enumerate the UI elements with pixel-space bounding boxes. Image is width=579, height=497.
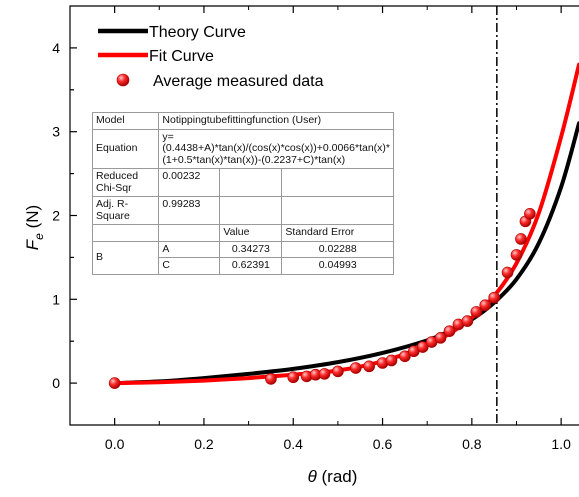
y-axis-unit: (N) — [23, 205, 42, 233]
column-header-value: Value — [220, 225, 282, 242]
data-point — [480, 300, 491, 311]
table-row: Model Notippingtubefittingfunction (User… — [93, 113, 394, 130]
data-point — [319, 368, 330, 379]
data-point — [364, 361, 375, 372]
fit-results-table: Model Notippingtubefittingfunction (User… — [92, 112, 394, 275]
legend-label: Theory Curve — [149, 24, 246, 41]
y-tick-label: 3 — [52, 124, 60, 140]
param-value: 0.62391 — [220, 258, 282, 275]
y-tick-label: 0 — [52, 375, 60, 391]
param-error: 0.04993 — [282, 258, 394, 275]
y-tick-label: 4 — [52, 40, 60, 56]
x-tick-label: 0.4 — [284, 436, 304, 452]
data-point — [265, 373, 276, 384]
param-name: A — [159, 241, 220, 258]
data-point — [109, 378, 120, 389]
data-point — [350, 363, 361, 374]
x-tick-label: 0.8 — [462, 436, 482, 452]
legend: Theory Curve Fit Curve Average measured da… — [98, 24, 324, 90]
param-group-label: B — [93, 241, 159, 274]
adj-r2-value: 0.99283 — [159, 197, 220, 225]
equation-value: y=(0.4438+A)*tan(x)/(cos(x)*cos(x))+0.00… — [159, 129, 394, 169]
data-point — [332, 366, 343, 377]
table-row: Equation y=(0.4438+A)*tan(x)/(cos(x)*cos… — [93, 129, 394, 169]
y-tick-label: 2 — [52, 208, 60, 224]
legend-label: Fit Curve — [149, 48, 214, 65]
x-tick-label: 1.0 — [551, 436, 571, 452]
table-row: Reduced Chi-Sqr 0.00232 — [93, 169, 394, 197]
data-point — [524, 208, 535, 219]
data-point — [515, 233, 526, 244]
x-axis-unit: (rad) — [317, 467, 358, 486]
model-value: Notippingtubefittingfunction (User) — [159, 113, 394, 130]
x-axis-label: θ (rad) — [308, 467, 358, 486]
table-row: Adj. R-Square 0.99283 — [93, 197, 394, 225]
equation-label: Equation — [93, 129, 159, 169]
param-error: 0.02288 — [282, 241, 394, 258]
table-row: B A 0.34273 0.02288 — [93, 241, 394, 258]
param-value: 0.34273 — [220, 241, 282, 258]
data-point — [511, 249, 522, 260]
data-point — [386, 355, 397, 366]
data-point — [435, 332, 446, 343]
x-tick-label: 0.2 — [194, 436, 214, 452]
reduced-chi-value: 0.00232 — [159, 169, 220, 197]
param-name: C — [159, 258, 220, 275]
data-point — [444, 326, 455, 337]
legend-marker — [117, 74, 129, 86]
data-point — [489, 292, 500, 303]
adj-r2-label: Adj. R-Square — [93, 197, 159, 225]
data-point — [288, 372, 299, 383]
data-point — [462, 316, 473, 327]
x-tick-label: 0.6 — [373, 436, 393, 452]
y-axis-label: Fe (N) — [23, 205, 46, 250]
data-point — [502, 267, 513, 278]
table-row: Value Standard Error — [93, 225, 394, 242]
y-tick-label: 1 — [52, 291, 60, 307]
data-point — [471, 306, 482, 317]
column-header-error: Standard Error — [282, 225, 394, 242]
reduced-chi-label: Reduced Chi-Sqr — [93, 169, 159, 197]
x-tick-label: 0.0 — [105, 436, 125, 452]
model-label: Model — [93, 113, 159, 130]
legend-label: Average measured data — [153, 73, 324, 90]
